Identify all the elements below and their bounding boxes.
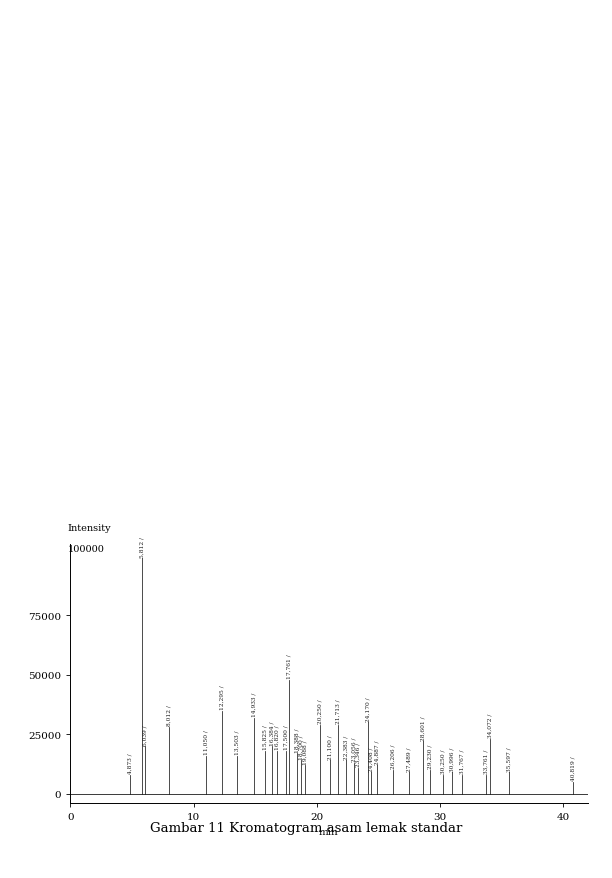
Text: Gambar 11 Kromatogram asam lemak standar: Gambar 11 Kromatogram asam lemak standar: [150, 821, 462, 834]
Text: 23,346 /: 23,346 /: [356, 742, 360, 766]
Text: 24,170 /: 24,170 /: [365, 696, 370, 721]
Text: 19,088 /: 19,088 /: [303, 739, 308, 764]
Text: 30,250 /: 30,250 /: [441, 749, 446, 774]
Text: 18,700 /: 18,700 /: [298, 734, 303, 759]
Text: 4,873 /: 4,873 /: [128, 752, 133, 774]
Text: 22,383 /: 22,383 /: [343, 735, 348, 759]
Text: 17,500 /: 17,500 /: [283, 724, 288, 750]
Text: 28,601 /: 28,601 /: [420, 716, 425, 740]
Text: 14,933 /: 14,933 /: [252, 692, 257, 716]
Text: 16,384 /: 16,384 /: [270, 720, 275, 745]
Text: 13,503 /: 13,503 /: [234, 730, 239, 754]
Text: Intensity: Intensity: [68, 523, 111, 533]
Text: 29,230 /: 29,230 /: [428, 744, 433, 768]
Text: 30,996 /: 30,996 /: [450, 746, 455, 771]
Text: 35,597 /: 35,597 /: [506, 746, 511, 771]
Text: 17,761 /: 17,761 /: [286, 653, 291, 678]
Text: 8,012 /: 8,012 /: [166, 705, 171, 725]
Text: 16,820 /: 16,820 /: [275, 725, 280, 750]
X-axis label: min: min: [319, 827, 339, 836]
Text: 15,825 /: 15,825 /: [263, 724, 267, 750]
Text: 24,408 /: 24,408 /: [368, 746, 373, 771]
Text: 21,100 /: 21,100 /: [327, 734, 333, 759]
Text: 21,713 /: 21,713 /: [335, 699, 340, 723]
Text: 6,039 /: 6,039 /: [142, 724, 147, 745]
Text: 26,206 /: 26,206 /: [390, 744, 395, 768]
Text: 33,761 /: 33,761 /: [483, 749, 488, 774]
Text: 20,250 /: 20,250 /: [317, 699, 322, 723]
Text: 12,295 /: 12,295 /: [219, 684, 224, 709]
Text: 18,388 /: 18,388 /: [294, 727, 299, 752]
Text: 24,887 /: 24,887 /: [375, 739, 379, 764]
Text: 27,489 /: 27,489 /: [406, 746, 411, 771]
Text: 5,812 /: 5,812 /: [140, 536, 144, 557]
Text: 40,819 /: 40,819 /: [570, 756, 575, 781]
Text: 11,050 /: 11,050 /: [204, 730, 209, 754]
Text: 100000: 100000: [68, 544, 105, 553]
Text: 34,072 /: 34,072 /: [487, 713, 493, 738]
Text: 31,767 /: 31,767 /: [459, 749, 464, 774]
Text: 23,056 /: 23,056 /: [352, 737, 357, 761]
